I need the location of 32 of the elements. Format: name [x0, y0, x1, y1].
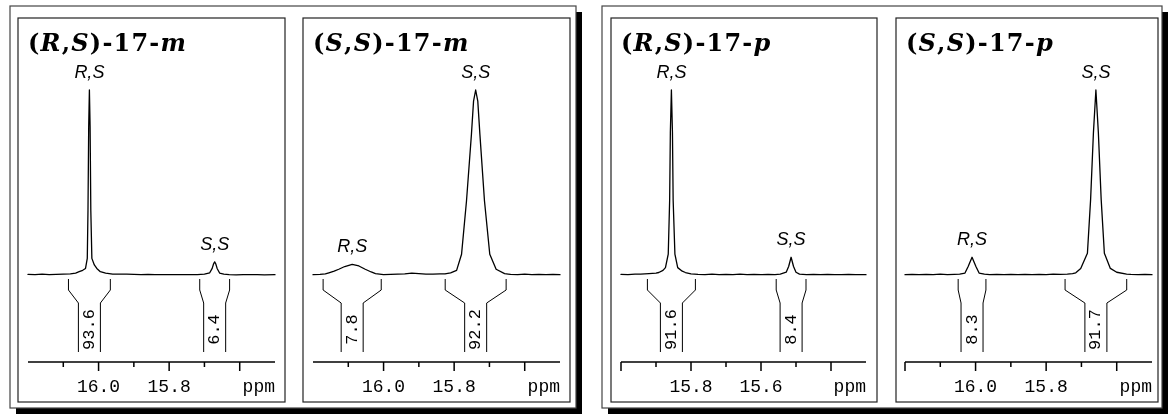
x-axis-title: ppm	[833, 377, 866, 397]
annotation: R,S	[957, 229, 988, 250]
x-tick-label: 16.0	[76, 377, 121, 397]
chart-title: (S,S)-17-p	[906, 28, 1054, 57]
x-tick-label: 15.6	[739, 377, 783, 397]
annotation: S,S	[776, 229, 806, 250]
annotation: R,S	[337, 236, 368, 257]
annotation: R,S	[74, 62, 105, 82]
x-axis-title: ppm	[1119, 377, 1152, 397]
annotation: S,S	[461, 62, 491, 82]
annotation: 92.2	[466, 309, 486, 350]
x-axis-title: ppm	[527, 377, 560, 397]
annotation: 7.8	[342, 314, 362, 345]
annotation: 8.3	[962, 314, 982, 345]
x-tick-label: 15.8	[432, 377, 476, 397]
x-axis-title: ppm	[242, 377, 275, 397]
annotation: 91.6	[661, 309, 681, 350]
x-tick-label: 15.8	[1024, 377, 1068, 397]
x-tick-label: 15.8	[147, 377, 191, 397]
chart-title: (S,S)-17-m	[313, 28, 470, 57]
x-tick-label: 15.8	[669, 377, 713, 397]
chart-title: (R,S)-17-p	[621, 28, 772, 57]
chart-title: (R,S)-17-m	[28, 28, 188, 57]
annotation: 91.7	[1086, 309, 1106, 350]
annotation: S,S	[200, 233, 230, 254]
x-tick-label: 16.0	[953, 377, 998, 397]
annotation: R,S	[656, 62, 687, 82]
annotation: 8.4	[781, 314, 801, 345]
annotation: 6.4	[205, 314, 225, 345]
annotation: S,S	[1081, 62, 1111, 82]
x-tick-label: 16.0	[361, 377, 406, 397]
annotation: 93.6	[79, 309, 99, 350]
